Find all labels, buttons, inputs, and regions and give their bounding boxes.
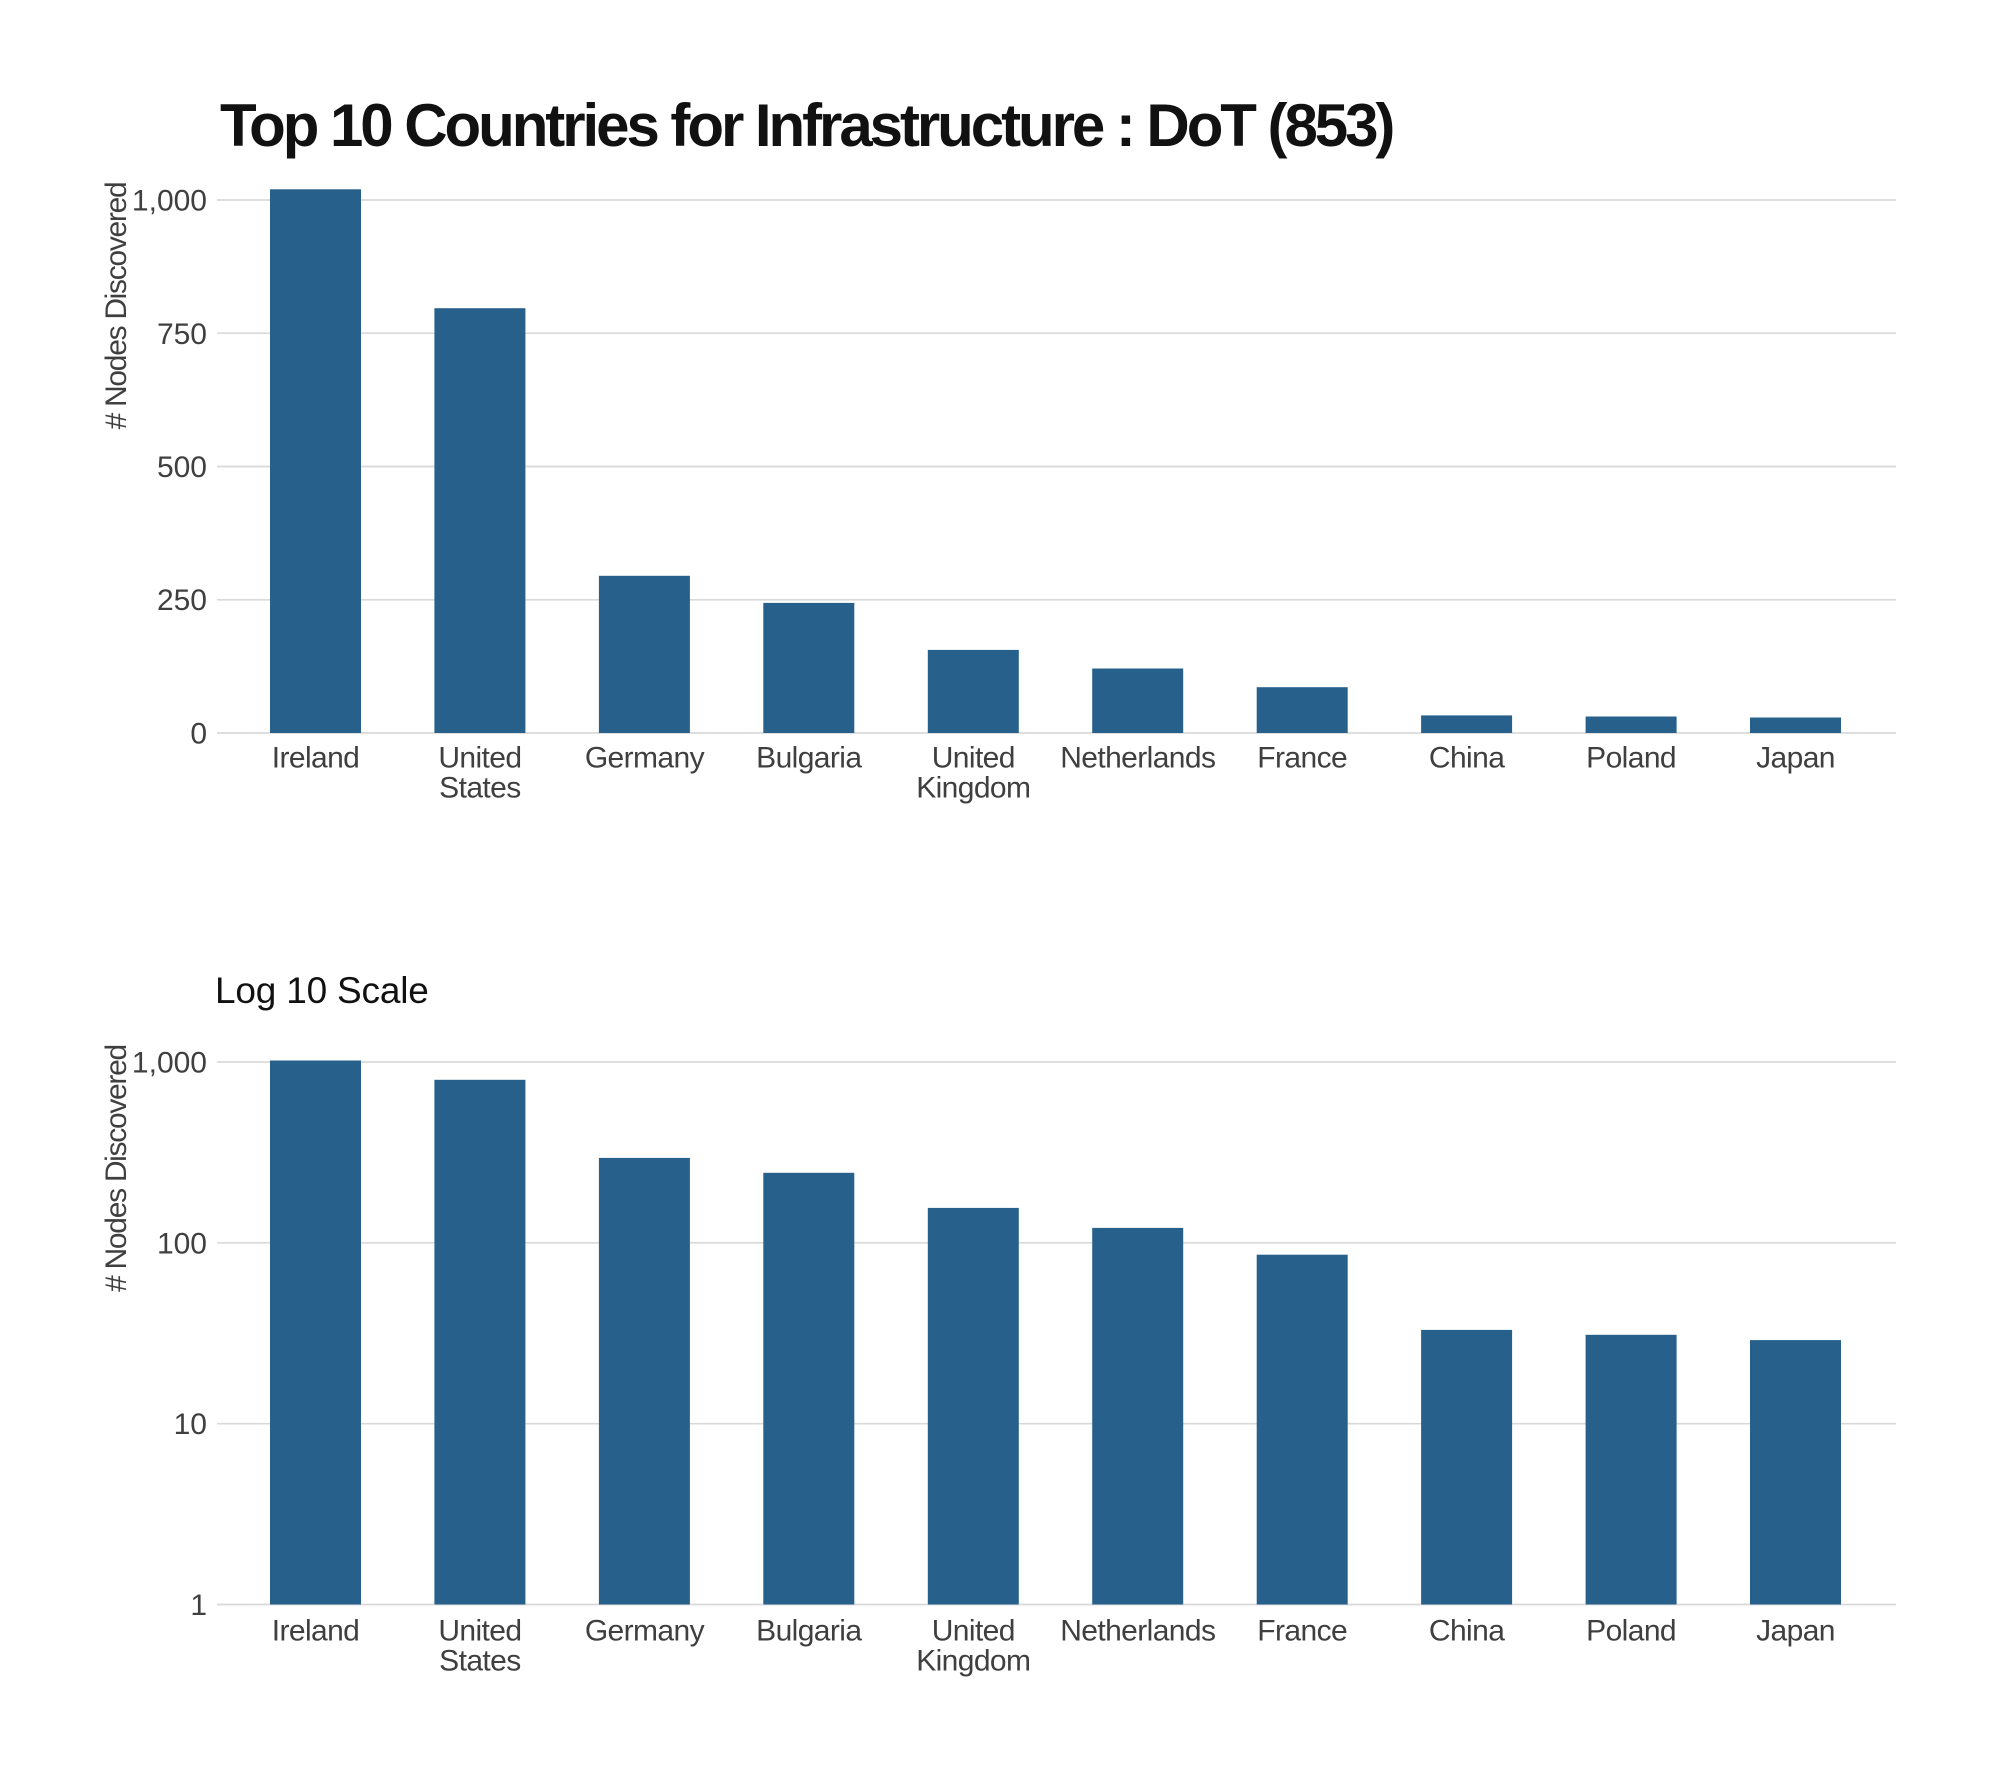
svg-text:States: States [439, 1644, 520, 1677]
svg-text:10: 10 [174, 1408, 207, 1441]
svg-text:1,000: 1,000 [132, 1047, 207, 1080]
svg-text:China: China [1429, 1614, 1505, 1647]
svg-text:Ireland: Ireland [272, 742, 360, 775]
svg-text:Top 10 Countries for Infrastru: Top 10 Countries for Infrastructure : Do… [220, 92, 1392, 159]
svg-text:Germany: Germany [585, 1614, 705, 1647]
svg-text:States: States [439, 772, 520, 805]
svg-text:France: France [1257, 742, 1347, 775]
svg-text:United: United [932, 742, 1015, 775]
svg-text:Japan: Japan [1756, 742, 1835, 775]
svg-text:Poland: Poland [1586, 742, 1676, 775]
svg-text:Log 10 Scale: Log 10 Scale [215, 970, 429, 1011]
svg-text:United: United [438, 742, 521, 775]
svg-text:0: 0 [190, 718, 207, 751]
svg-text:China: China [1429, 742, 1505, 775]
svg-text:Netherlands: Netherlands [1060, 1614, 1215, 1647]
svg-text:# Nodes Discovered: # Nodes Discovered [100, 183, 133, 430]
svg-text:Kingdom: Kingdom [916, 772, 1030, 805]
svg-text:Bulgaria: Bulgaria [756, 742, 862, 775]
svg-text:750: 750 [157, 318, 207, 351]
svg-text:Japan: Japan [1756, 1614, 1835, 1647]
svg-text:100: 100 [157, 1227, 207, 1260]
svg-text:250: 250 [157, 584, 207, 617]
svg-text:United: United [932, 1614, 1015, 1647]
svg-text:Ireland: Ireland [272, 1614, 360, 1647]
svg-text:Netherlands: Netherlands [1060, 742, 1215, 775]
svg-text:1: 1 [190, 1589, 207, 1622]
svg-text:Kingdom: Kingdom [916, 1644, 1030, 1677]
svg-text:500: 500 [157, 451, 207, 484]
svg-text:France: France [1257, 1614, 1347, 1647]
svg-text:# Nodes Discovered: # Nodes Discovered [100, 1045, 133, 1292]
svg-text:1,000: 1,000 [132, 185, 207, 218]
svg-text:United: United [438, 1614, 521, 1647]
svg-text:Bulgaria: Bulgaria [756, 1614, 862, 1647]
svg-text:Germany: Germany [585, 742, 705, 775]
svg-text:Poland: Poland [1586, 1614, 1676, 1647]
